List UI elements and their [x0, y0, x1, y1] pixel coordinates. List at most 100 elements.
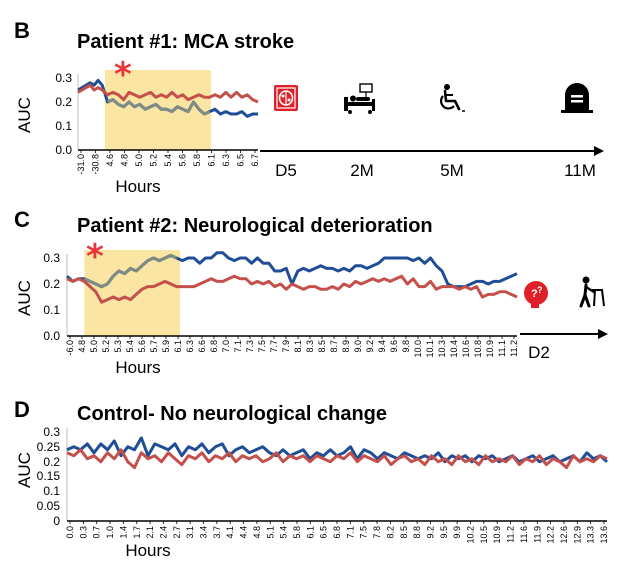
panel-c-xtick-label: 10.0: [413, 340, 423, 358]
panel-b-xlabel: Hours: [115, 177, 160, 196]
panel-c-xtick-label: 6.8: [209, 340, 219, 353]
panel-b-xtick-label: 5.6: [178, 154, 188, 167]
panel-d-xtick-label: 10.9: [492, 526, 502, 544]
panel-c-ytick-label: 0.1: [43, 303, 60, 317]
brain-scan-icon: [274, 85, 298, 111]
panel-b-xtick-label: 5.4: [163, 154, 173, 167]
panel-d-ytick-label: 0.05: [37, 499, 61, 513]
panel-c-ylabel: AUC: [15, 280, 34, 316]
walker-person-icon: [579, 276, 605, 308]
panel-b-highlight-region: [104, 70, 211, 150]
panel-c-xtick-label: 4.8: [77, 340, 87, 353]
panel-c-xtick-label: 8.3: [305, 340, 315, 353]
panel-d-xtick-label: 4.4: [239, 526, 249, 539]
panel-c-xtick-label: 10.4: [449, 340, 459, 358]
panel-c-xtick-label: 7.9: [281, 340, 291, 353]
panel-d-title: Control- No neurological change: [77, 403, 387, 425]
panel-d-ytick-label: 0: [53, 514, 60, 528]
panel-d-ytick-label: 0.15: [37, 469, 61, 483]
timeline-label-d5: D5: [275, 161, 297, 180]
panel-b-xtick-label: 5.2: [149, 154, 159, 167]
panel-b-xtick-label: 6.5: [236, 154, 246, 167]
panel-b-ytick-label: 0.1: [55, 119, 72, 133]
hospital-bed-icon: [344, 83, 375, 114]
panel-c-xtick-label: 8.1: [293, 340, 303, 353]
panel-c-xtick-label: 9.6: [389, 340, 399, 353]
panel-c-xlabel: Hours: [115, 358, 160, 377]
panel-d-xtick-label: 4.8: [252, 526, 262, 539]
panel-c-xtick-label: 7.3: [245, 340, 255, 353]
panel-c-xtick-label: 11.2: [509, 340, 519, 357]
panel-c-xtick-label: 9.8: [401, 340, 411, 353]
panel-d-ytick-label: 0.3: [43, 425, 60, 439]
panel-b-series-blue-highlighted: [106, 98, 211, 116]
panel-c-xtick-label: 9.2: [365, 340, 375, 353]
panel-c-xtick-label: 8.5: [317, 340, 327, 353]
panel-c-xtick-label: 6.3: [185, 340, 195, 353]
panel-d-xtick-label: 0.3: [78, 526, 88, 539]
panel-d-xtick-label: 11.9: [532, 526, 542, 543]
panel-d-ytick-label: 0.25: [37, 440, 61, 454]
panel-d-xtick-label: 4.1: [225, 526, 235, 539]
panel-b-title: Patient #1: MCA stroke: [77, 31, 294, 53]
panel-b-xtick-label: 6.3: [221, 154, 231, 167]
panel-d-xtick-label: 9.5: [439, 526, 449, 539]
timeline-label-5m: 5M: [440, 161, 464, 180]
panel-d-plot: 00.050.10.150.20.250.30.0 0.3 0.7 1.0 1.4 1.7…: [15, 425, 609, 560]
panel-b-xtick-label: -31.0: [76, 154, 86, 175]
panel-c-xtick-label: 10.8: [473, 340, 483, 358]
panel-b-xtick-label: 6.7: [250, 154, 260, 167]
panel-d-ytick-label: 0.1: [43, 484, 60, 498]
panel-c-xtick-label: 8.7: [329, 340, 339, 353]
panel-d-xtick-label: 5.4: [279, 526, 289, 539]
panel-d-xtick-label: 7.5: [359, 526, 369, 539]
panel-c-ytick-label: 0.0: [43, 329, 60, 343]
panel-d-xtick-label: 2.4: [158, 526, 168, 539]
panel-d-xtick-label: 9.2: [425, 526, 435, 539]
panel-c-xtick-label: 5.0: [89, 340, 99, 353]
panel-d-xtick-label: 3.7: [212, 526, 222, 539]
panel-b-ylabel: AUC: [15, 97, 34, 133]
panel-d-xtick-label: 1.0: [105, 526, 115, 539]
panel-b-timeline: D5 2M 5M 11M: [260, 83, 604, 180]
panel-c-xtick-label: 10.3: [437, 340, 447, 358]
panel-c-xtick-label: 10.1: [425, 340, 435, 358]
panel-d-xtick-label: 12.6: [559, 526, 569, 544]
panel-b-xtick-label: -30.8: [91, 154, 101, 175]
panel-d-xtick-label: 2.1: [145, 526, 155, 539]
panel-d-xtick-label: 13.3: [586, 526, 596, 544]
panel-b-ytick-label: 0.0: [55, 143, 72, 157]
wheelchair-icon: [440, 84, 465, 112]
panel-d-xtick-label: 7.1: [345, 526, 355, 539]
panel-c-letter: C: [14, 207, 30, 232]
panel-c: C Patient #2: Neurological deterioration…: [14, 207, 608, 377]
panel-b-star: *: [114, 55, 132, 95]
panel-c-xtick-label: 5.9: [161, 340, 171, 353]
panel-c-ytick-label: 0.3: [43, 251, 60, 265]
panel-d-xtick-label: 11.6: [519, 526, 529, 543]
panel-d-xtick-label: 9.9: [452, 526, 462, 539]
panel-d-xtick-label: 8.5: [399, 526, 409, 539]
panel-c-xtick-label: 6.6: [197, 340, 207, 353]
panel-c-xtick-label: -6.0: [65, 340, 75, 356]
panel-b: B Patient #1: MCA stroke 0.0 0.1 0.2 0.3 -31…: [14, 18, 604, 196]
panel-d-xtick-label: 6.8: [332, 526, 342, 539]
panel-c-plot: 0.0 0.1 0.2 0.3 -6.0 4.8 5.0 5.2 5.3 5.4 5.6 5.7 5.9…: [15, 250, 519, 377]
panel-d: D Control- No neurological change 00.050…: [14, 397, 609, 560]
panel-c-xtick-label: 10.6: [461, 340, 471, 358]
panel-c-series-blue-highlighted: [83, 253, 178, 289]
panel-b-xtick-label: 4.8: [120, 154, 130, 167]
panel-d-ytick-label: 0.2: [43, 455, 60, 469]
timeline-label-d2: D2: [528, 343, 550, 362]
panel-c-ytick-label: 0.2: [43, 277, 60, 291]
svg-text:?: ?: [531, 288, 538, 300]
panel-c-xtick-label: 5.2: [101, 340, 111, 353]
panel-c-xtick-label: 8.9: [341, 340, 351, 353]
panel-d-xtick-label: 11.2: [506, 526, 516, 543]
timeline-arrow-head: [594, 146, 604, 156]
panel-c-xtick-label: 5.7: [149, 340, 159, 353]
panel-c-xtick-label: 5.4: [125, 340, 135, 353]
panel-b-letter: B: [14, 18, 30, 43]
panel-d-xtick-label: 3.4: [199, 526, 209, 539]
